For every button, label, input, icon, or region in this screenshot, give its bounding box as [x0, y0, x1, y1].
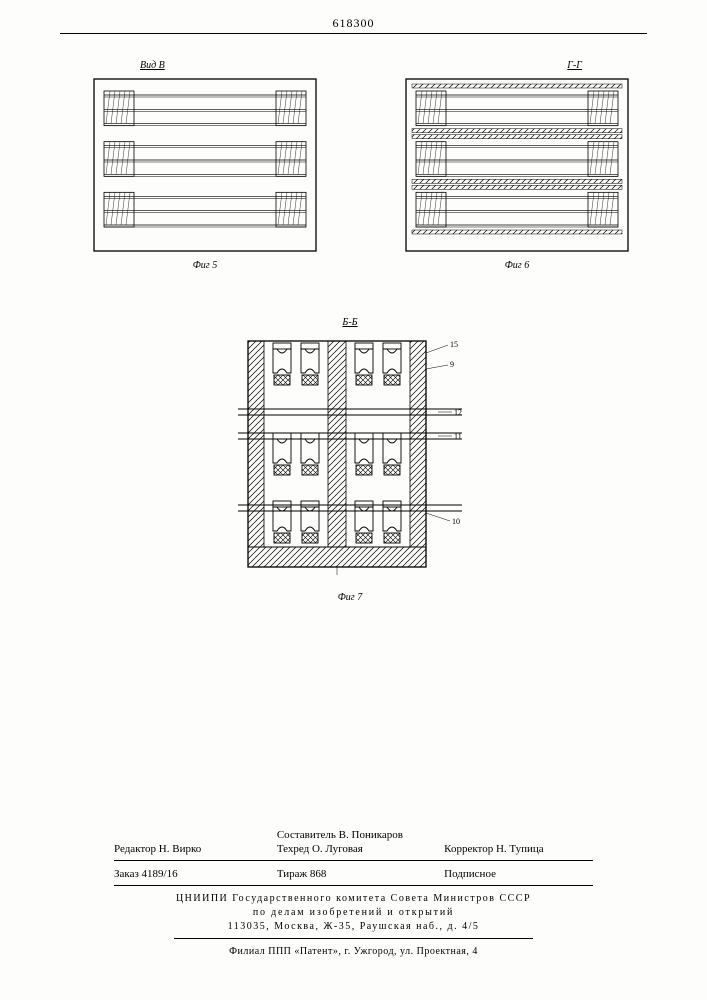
- label-11: 11: [454, 432, 462, 441]
- editor: Редактор Н. Вирко: [114, 842, 263, 856]
- publisher-line-1: ЦНИИПИ Государственного комитета Совета …: [114, 892, 593, 906]
- figure-7: Б-Б: [238, 335, 462, 575]
- figure-5-top-label: Вид В: [140, 60, 165, 71]
- tech-editor: Техред О. Луговая: [263, 842, 430, 856]
- figure-5-caption: Фиг 5: [90, 260, 320, 271]
- figure-5: Вид В Фиг 5: [90, 75, 320, 255]
- figure-7-top-label: Б-Б: [238, 317, 462, 328]
- print-run: Тираж 868: [263, 867, 430, 881]
- figure-7-caption: Фиг 7: [238, 592, 462, 603]
- doc-number: 618300: [0, 16, 707, 31]
- figure-6-svg: [402, 75, 632, 255]
- rule-credits-2: [114, 885, 593, 886]
- publisher-address: 113035, Москва, Ж-35, Раушская наб., д. …: [114, 920, 593, 934]
- rule-top: [60, 33, 647, 34]
- figure-6-top-label: Г-Г: [567, 60, 582, 71]
- credits-block: Составитель В. Поникаров Редактор Н. Вир…: [114, 828, 593, 959]
- corrector: Корректор Н. Тупица: [430, 842, 593, 856]
- figure-6-caption: Фиг 6: [402, 260, 632, 271]
- label-15: 15: [450, 340, 458, 349]
- publisher-line-2: по делам изобретений и открытий: [114, 906, 593, 920]
- rule-credits-3: [174, 938, 533, 939]
- branch-address: Филиал ППП «Патент», г. Ужгород, ул. Про…: [114, 945, 593, 959]
- page: 618300 Вид В Фиг 5 Г-Г Фиг 6 Б-Б: [0, 0, 707, 1000]
- label-10: 10: [452, 517, 460, 526]
- rule-credits-1: [114, 860, 593, 861]
- compiler: Составитель В. Поникаров: [263, 828, 430, 842]
- subscription: Подписное: [430, 867, 593, 881]
- figure-7-svg: 15 9 12 11 10 8: [238, 335, 462, 575]
- figure-5-svg: [90, 75, 320, 255]
- figure-6: Г-Г Фиг 6: [402, 75, 632, 255]
- label-9: 9: [450, 360, 454, 369]
- order-number: Заказ 4189/16: [114, 867, 263, 881]
- label-12: 12: [454, 408, 462, 417]
